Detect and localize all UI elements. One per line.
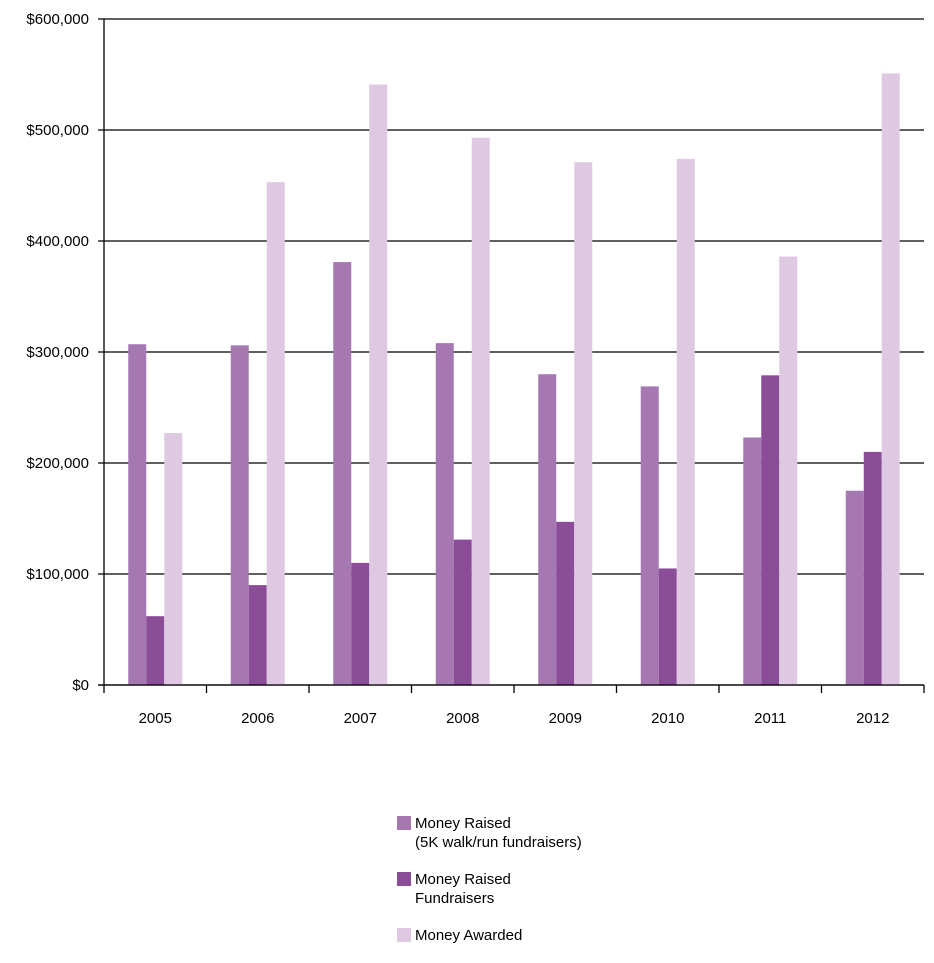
bar [351,562,370,685]
x-tick-label: 2011 [754,710,786,727]
bar [128,344,147,685]
x-tick-label: 2007 [344,710,377,727]
bar [881,73,900,685]
bar [845,490,864,685]
bar [556,521,575,685]
legend-item-money-awarded: Money Awarded [397,926,582,945]
bar [369,84,388,686]
bar [146,616,165,685]
legend-label-line: Fundraisers [415,890,495,907]
bar [248,585,267,685]
x-tick-label: 2010 [651,710,684,727]
bar [574,162,593,685]
bar-chart: $0 $100,000 $200,000 $300,000 $400,000 $500,0… [26,11,925,727]
legend-label-line: Money Raised [415,815,511,832]
legend-label-line: (5K walk/run fundraisers) [415,834,582,851]
y-tick-label: $600,000 [26,11,89,28]
legend-item-money-raised-5k: Money Raised (5K walk/run fundraisers) [397,814,582,852]
legend-swatch-money-raised-fundraisers [397,872,411,886]
x-tick-label: 2009 [549,710,582,727]
y-tick-label: $400,000 [26,233,89,250]
x-tick-label: 2006 [241,710,274,727]
bar [471,137,490,685]
bar [453,539,472,685]
legend-swatch-money-awarded [397,928,411,942]
bar [779,256,798,685]
bar [538,374,557,685]
y-tick-label: $0 [72,677,89,694]
y-tick-label: $300,000 [26,344,89,361]
bar [658,568,677,685]
legend-item-money-raised-fundraisers: Money Raised Fundraisers [397,870,582,908]
bar [266,182,285,686]
bar [435,343,454,685]
bar [863,451,882,685]
y-tick-label: $500,000 [26,122,89,139]
legend-label-line: Money Raised [415,871,511,888]
bar [743,437,762,685]
y-tick-label: $100,000 [26,566,89,583]
bar [640,386,659,685]
bar [676,158,695,686]
x-tick-label: 2012 [856,710,889,727]
x-tick-label: 2005 [139,710,172,727]
legend-label-line: Money Awarded [415,927,523,944]
bar [230,345,249,685]
legend-swatch-money-raised-5k [397,816,411,830]
x-tick-label: 2008 [446,710,479,727]
y-tick-label: $200,000 [26,455,89,472]
bar [333,262,352,685]
chart-legend: Money Raised (5K walk/run fundraisers) M… [397,814,582,963]
bar [164,433,183,685]
bar [761,375,780,685]
